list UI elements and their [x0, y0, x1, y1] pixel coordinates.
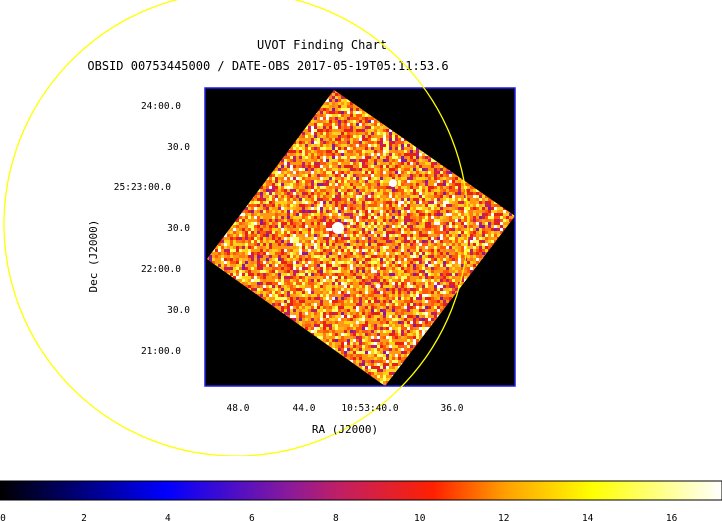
- colorbar-tick-label: 16: [666, 513, 678, 521]
- y-tick-label: 30.0: [167, 142, 190, 153]
- x-tick-label: 48.0: [227, 403, 250, 414]
- bright-source: [389, 179, 397, 187]
- chart-title: UVOT Finding Chart: [257, 38, 387, 52]
- y-tick-label: 30.0: [167, 223, 190, 234]
- colorbar-tick-label: 4: [165, 513, 171, 521]
- x-axis-ticks: 48.0 44.0 10:53:40.0 36.0: [227, 403, 464, 414]
- colorbar-tick-label: 10: [414, 513, 426, 521]
- colorbar-tick-label: 2: [81, 513, 87, 521]
- x-tick-label: 10:53:40.0: [341, 403, 398, 414]
- chart-subtitle: OBSID 00753445000 / DATE-OBS 2017-05-19T…: [87, 59, 448, 73]
- colorbar-tick-label: 8: [333, 513, 339, 521]
- colorbar-tick-label: 12: [498, 513, 509, 521]
- image-frame: [204, 87, 516, 387]
- y-tick-label: 25:23:00.0: [114, 182, 171, 193]
- error-circle: [3, 0, 469, 456]
- colorbar: [0, 480, 722, 501]
- y-tick-label: 24:00.0: [141, 101, 181, 112]
- y-tick-label: 30.0: [167, 305, 190, 316]
- bright-source: [375, 283, 381, 289]
- x-tick-label: 44.0: [293, 403, 316, 414]
- x-tick-label: 36.0: [441, 403, 464, 414]
- bright-source: [332, 222, 344, 234]
- y-tick-label: 21:00.0: [141, 346, 181, 357]
- colorbar-tick-label: 14: [582, 513, 594, 521]
- y-axis-label: Dec (J2000): [87, 220, 100, 293]
- colorbar-ticks: 0 2 4 6 8 10 12 14 16: [0, 513, 677, 521]
- y-axis-ticks: 24:00.0 30.0 25:23:00.0 30.0 22:00.0 30.…: [114, 101, 190, 357]
- x-axis-label: RA (J2000): [312, 423, 378, 436]
- y-tick-label: 22:00.0: [141, 264, 181, 275]
- colorbar-tick-label: 0: [0, 513, 6, 521]
- colorbar-tick-label: 6: [249, 513, 255, 521]
